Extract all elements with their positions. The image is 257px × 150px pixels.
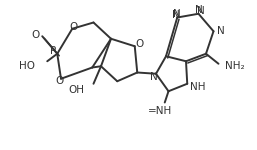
Text: N: N	[217, 26, 225, 36]
Text: O: O	[136, 39, 144, 49]
Text: NH: NH	[190, 82, 205, 93]
Text: N: N	[197, 6, 205, 16]
Text: NH₂: NH₂	[225, 61, 244, 71]
Text: O: O	[32, 30, 40, 40]
Text: O: O	[69, 22, 78, 32]
Text: N: N	[172, 9, 180, 20]
Text: O: O	[56, 76, 64, 86]
Text: N: N	[173, 9, 181, 19]
Text: OH: OH	[69, 85, 85, 95]
Text: =NH: =NH	[148, 106, 172, 116]
Text: N: N	[195, 5, 202, 15]
Text: HO: HO	[19, 61, 35, 71]
Text: P: P	[50, 46, 57, 56]
Text: N: N	[150, 72, 157, 83]
